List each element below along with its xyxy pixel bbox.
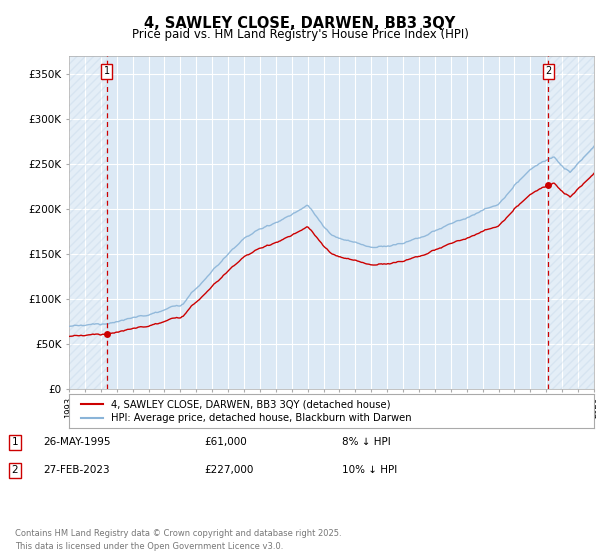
Text: Contains HM Land Registry data © Crown copyright and database right 2025.
This d: Contains HM Land Registry data © Crown c… [15, 529, 341, 550]
Text: 4, SAWLEY CLOSE, DARWEN, BB3 3QY: 4, SAWLEY CLOSE, DARWEN, BB3 3QY [145, 16, 455, 31]
Text: £61,000: £61,000 [204, 437, 247, 447]
Text: 1: 1 [11, 437, 19, 447]
Text: 8% ↓ HPI: 8% ↓ HPI [342, 437, 391, 447]
Text: 1: 1 [104, 66, 110, 76]
Text: 10% ↓ HPI: 10% ↓ HPI [342, 465, 397, 475]
Text: 27-FEB-2023: 27-FEB-2023 [43, 465, 110, 475]
Text: 2: 2 [545, 66, 551, 76]
Text: 26-MAY-1995: 26-MAY-1995 [43, 437, 110, 447]
Text: 2: 2 [11, 465, 19, 475]
Text: £227,000: £227,000 [204, 465, 253, 475]
Text: Price paid vs. HM Land Registry's House Price Index (HPI): Price paid vs. HM Land Registry's House … [131, 28, 469, 41]
Legend: 4, SAWLEY CLOSE, DARWEN, BB3 3QY (detached house), HPI: Average price, detached : 4, SAWLEY CLOSE, DARWEN, BB3 3QY (detach… [77, 395, 415, 427]
